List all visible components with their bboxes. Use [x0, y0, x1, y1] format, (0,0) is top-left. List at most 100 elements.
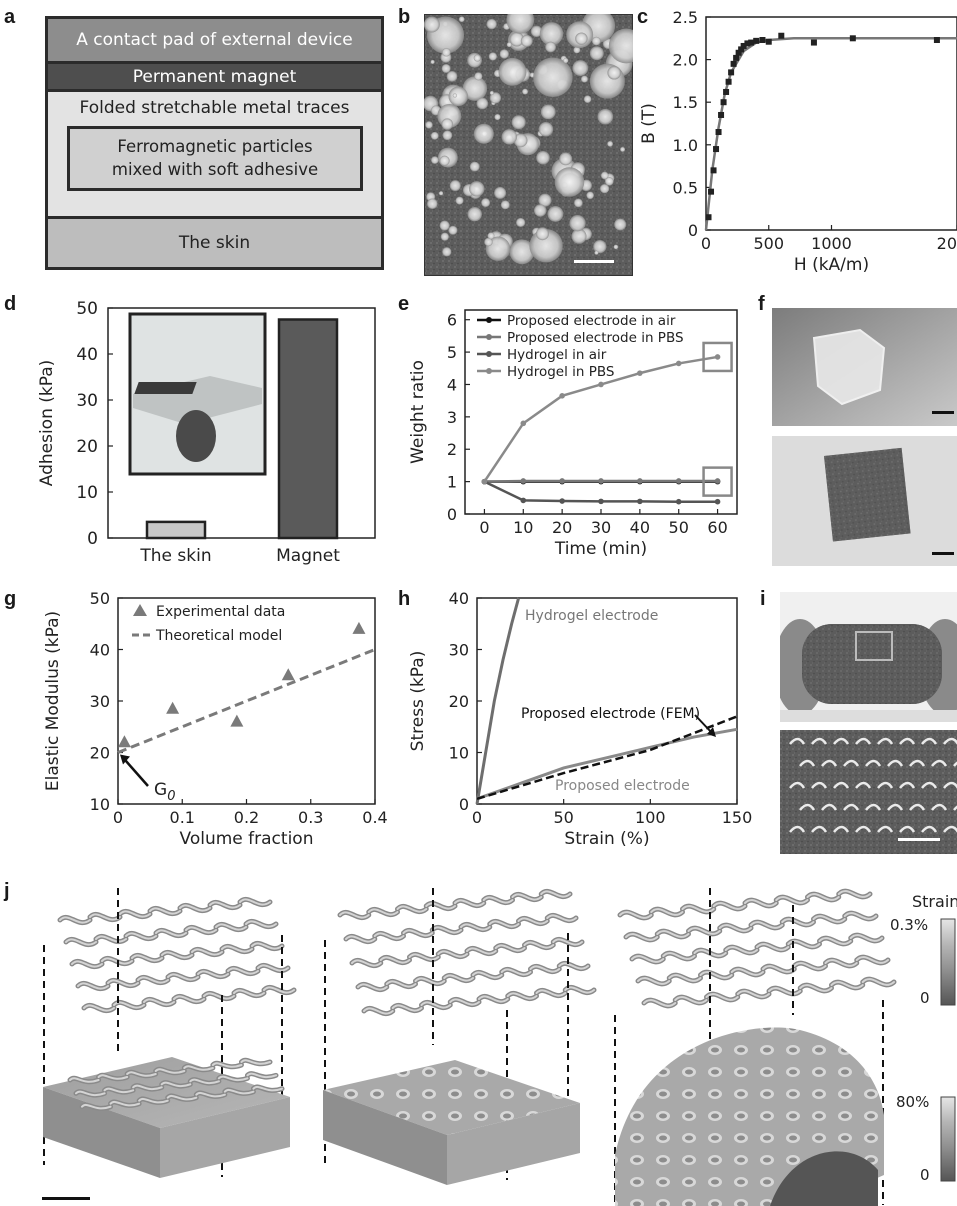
x-tick-label: 30 — [591, 518, 611, 537]
series-point — [598, 498, 604, 505]
sem-particle — [473, 54, 481, 62]
data-point — [759, 37, 766, 44]
y-axis-label: Adhesion (kPa) — [37, 360, 57, 487]
y-tick-label: 1.5 — [673, 93, 698, 112]
serpentine-highlight — [75, 1072, 277, 1097]
fem-arrow — [694, 714, 713, 734]
zoom-arc — [865, 759, 882, 767]
zoomed-trace-arcs — [789, 737, 957, 833]
sem-particle — [513, 133, 528, 148]
legend-marker — [486, 317, 492, 323]
sem-particle — [586, 191, 594, 200]
legend-triangle — [133, 604, 147, 616]
x-axis-label: Time (min) — [554, 539, 647, 559]
bar-category-label: The skin — [139, 546, 211, 566]
g0-arrowhead — [120, 754, 130, 765]
series-point — [520, 420, 527, 427]
y-axis-label: Stress (kPa) — [408, 651, 428, 752]
hydrogel-photo — [772, 308, 957, 426]
sem-particle — [430, 131, 439, 140]
series-point — [559, 393, 565, 399]
data-point — [715, 129, 722, 136]
sem-particle — [600, 171, 609, 180]
sem-particle — [494, 186, 507, 199]
data-point — [765, 38, 772, 45]
zoom-arc — [921, 781, 938, 789]
sem-particle — [554, 167, 585, 197]
bar-1 — [277, 318, 339, 540]
serpentine-trace — [361, 984, 597, 1017]
zoom-arc — [821, 803, 838, 811]
serpentine-highlight — [643, 978, 895, 1007]
sem-particle — [572, 60, 589, 76]
data-point — [810, 39, 817, 46]
sem-particle — [431, 156, 439, 164]
serpentine-trace — [635, 954, 891, 987]
series-point — [559, 478, 565, 484]
sem-particle — [509, 239, 535, 265]
data-point — [744, 40, 751, 47]
zoom-arc — [921, 825, 938, 833]
data-point — [733, 54, 740, 61]
serpentine-trace — [623, 910, 879, 943]
strain-colorbar-top-max: 0.3% — [890, 916, 928, 934]
serpentine-trace — [337, 888, 573, 921]
sem-particle — [489, 90, 494, 95]
g0-arrow — [121, 755, 149, 787]
sem-particle — [501, 129, 518, 145]
x-tick-label: 50 — [553, 808, 573, 827]
sem-particle — [597, 108, 614, 125]
sem-particle — [608, 28, 633, 64]
zoom-arc — [909, 803, 926, 811]
data-point — [708, 188, 715, 195]
x-axis-label: H (kA/m) — [794, 255, 869, 275]
block-top — [323, 1060, 580, 1135]
block-side — [160, 1097, 290, 1178]
x-tick-label: 500 — [753, 234, 784, 253]
fit-curve — [704, 37, 957, 231]
y-tick-label: 40 — [76, 345, 98, 365]
data-point — [705, 214, 712, 221]
experimental-point — [281, 668, 295, 681]
y-tick-label: 0.5 — [673, 178, 698, 197]
x-tick-label: 50 — [669, 518, 689, 537]
y-tick-label: 1 — [447, 473, 457, 492]
x-tick-label: 20 — [552, 518, 572, 537]
zoom-arc — [843, 803, 860, 811]
y-tick-label: 30 — [449, 641, 469, 660]
legend-entry: Hydrogel in PBS — [507, 364, 614, 380]
sem-particle — [486, 18, 497, 30]
sem-particle — [530, 25, 543, 38]
x-tick-label: 0 — [479, 518, 489, 537]
layer-stack-diagram: A contact pad of external device Permane… — [45, 16, 384, 270]
sem-particle — [449, 180, 461, 192]
adhesion-bar-chart: 0 10 20 30 40 50 Adhesion (kPa) The skin Magnet — [37, 299, 376, 566]
plot-frame — [476, 597, 738, 805]
panel-label-g: g — [4, 588, 17, 610]
layer-contact-pad: A contact pad of external device — [45, 16, 384, 64]
layer-contact-pad-label: A contact pad of external device — [76, 30, 353, 50]
zoom-arc — [953, 805, 957, 811]
zoom-arc — [855, 737, 872, 745]
stretched-electrode-photo — [780, 592, 957, 722]
series-point — [520, 497, 527, 504]
y-tick-label: 0 — [688, 221, 698, 240]
zoom-arc — [899, 781, 916, 789]
series-point — [714, 478, 721, 484]
sem-particle — [594, 250, 599, 255]
fem-case-unstretched — [43, 888, 297, 1178]
serpentine-trace — [617, 888, 873, 921]
serpentine-highlight — [77, 964, 289, 990]
sem-particle — [607, 140, 613, 147]
sem-particle — [442, 47, 451, 57]
data-point — [725, 78, 732, 85]
sem-particle — [455, 196, 464, 205]
sem-particle — [473, 123, 494, 144]
serpentine-highlight — [619, 890, 871, 919]
serpentine-highlight — [339, 890, 571, 919]
legend-marker — [486, 351, 492, 357]
sem-particle — [458, 16, 465, 23]
sem-particle — [533, 204, 547, 217]
sem-particle — [539, 22, 564, 46]
sem-particle — [535, 227, 549, 241]
